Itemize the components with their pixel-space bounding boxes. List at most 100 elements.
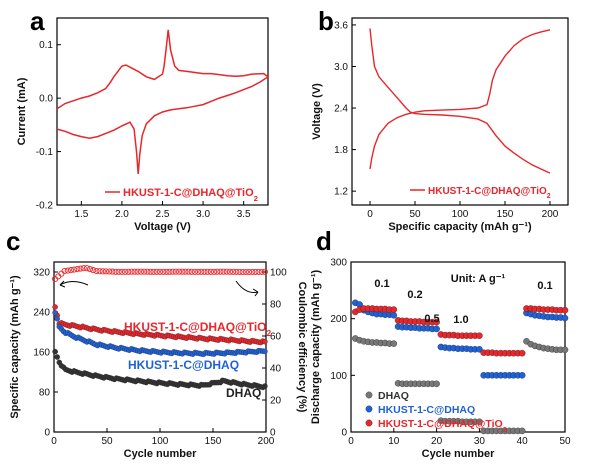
panel-b-discharge-curve: [369, 28, 551, 174]
panel-c-capacity-point: [54, 354, 60, 360]
charts-layer: 1.5 2.0 2.5 3.0 3.5 -0.2 -0.1 0.0 0.1 Voltage (V)…: [9, 17, 571, 460]
panel-d-rate-label: 0.1: [374, 278, 389, 290]
panel-c-y-tick-label: 0: [44, 428, 50, 439]
panel-d-y-axis-label: Discharge capacity (mAh g⁻¹): [310, 269, 322, 424]
panel-b-x-axis-label: Specific capacity (mAh g⁻¹): [388, 221, 532, 233]
panel-c-efficiency-point: [93, 267, 100, 275]
panel-b-x-tick-label: 100: [452, 209, 469, 220]
panel-c-efficiency-point: [233, 268, 240, 275]
panel-c-y-axis-label: Specific capacity (mAh g⁻¹): [9, 275, 21, 419]
panel-d-rate-point: [561, 346, 569, 354]
panel-c-series-label-hkust: HKUST-1-C@DHAQ: [128, 358, 239, 372]
panel-d-legend-label: HKUST-1-C@DHAQ@TiO2: [378, 418, 507, 434]
panel-c-efficiency-point: [64, 267, 71, 274]
panel-a-x-tick-label: 3.0: [196, 209, 210, 220]
panel-c-efficiency-point: [86, 266, 94, 273]
panel-d-rate-label: 0.2: [407, 289, 422, 301]
panel-label-b: b: [318, 6, 334, 36]
panel-c-capacity-point: [52, 304, 58, 310]
panel-b-charge-curve: [369, 29, 551, 170]
panel-c-efficiency-point: [214, 268, 221, 275]
panel-d-y-tick-label: 300: [330, 258, 347, 269]
panel-c-efficiency-point: [71, 266, 78, 273]
panel-c-capacity-point: [52, 348, 58, 355]
panel-c-efficiency-point: [176, 268, 183, 275]
panel-c-efficiency-point: [236, 268, 243, 275]
panel-a-y-axis-label: Current (mA): [16, 77, 28, 145]
panel-d-rate-point: [518, 427, 526, 435]
panel-a-x-tick-label: 1.5: [74, 209, 88, 220]
panel-a-x-axis-label: Voltage (V): [134, 221, 191, 233]
panel-c-efficiency-point: [99, 268, 106, 275]
panel-c-y2-axis-label: Coulombic efficiency (%): [296, 282, 308, 413]
panel-c-x-tick-label: 50: [101, 436, 113, 447]
panel-c-efficiency-point: [185, 268, 192, 275]
panel-c-efficiency-point: [245, 268, 253, 276]
panel-c-efficiency-point: [83, 265, 90, 272]
panel-c-efficiency-point: [261, 268, 268, 275]
panel-c-efficiency-point: [121, 268, 129, 275]
panel-c-x-axis-label: Cycle number: [124, 448, 197, 460]
panel-d-rate-point: [476, 418, 483, 426]
panel-c-y-tick-label: 160: [33, 348, 50, 359]
panel-label-c: c: [6, 226, 20, 256]
panel-d-y-tick-label: 200: [330, 314, 347, 325]
panel-a-y-tick-label: 0.1: [39, 40, 53, 51]
panel-c-y-tick-label: 80: [39, 388, 51, 399]
panel-c-efficiency-point: [172, 268, 179, 275]
panel-c-y2-tick-label: 20: [270, 396, 282, 407]
panel-d-rate-point: [561, 314, 569, 322]
panel-d-rate-point: [518, 349, 526, 357]
panel-c-y2-tick-label: 0: [270, 428, 276, 439]
panel-d-rate-point: [433, 380, 440, 388]
panel-d-unit-label: Unit: A g⁻¹: [451, 273, 506, 285]
panel-c-efficiency-point: [207, 268, 214, 275]
panel-c-efficiency-point: [258, 268, 265, 275]
panel-c-capacity-point: [52, 310, 58, 316]
panel-b-y-tick-label: 2.4: [334, 104, 348, 115]
panel-b-y-tick-label: 3.0: [334, 62, 348, 73]
panel-d-rate-label: 1.0: [453, 314, 468, 326]
panel-d-x-tick-label: 30: [474, 436, 486, 447]
panel-d-x-axis-label: Cycle number: [422, 448, 495, 460]
panel-c-efficiency-point: [134, 268, 141, 275]
panel-c-efficiency-point: [223, 268, 230, 275]
panel-c-y2-tick-label: 100: [270, 268, 287, 279]
panel-c-y2-tick-label: 60: [270, 332, 282, 343]
panel-a-x-tick-label: 2.5: [156, 209, 170, 220]
panel-label-a: a: [30, 6, 45, 36]
panel-c-efficiency-point: [67, 267, 75, 274]
panel-b-y-tick-label: 1.2: [334, 187, 348, 198]
panel-c-y2-tick-label: 40: [270, 364, 282, 375]
panel-c-efficiency-point: [179, 268, 186, 275]
panel-d-y-tick-label: 100: [330, 371, 347, 382]
panel-c-efficiency-point: [201, 268, 208, 275]
panel-c-efficiency-point: [150, 268, 157, 275]
panel-d-x-tick-label: 20: [431, 436, 443, 447]
panel-a-cv-curve: [56, 29, 270, 175]
panel-c-efficiency-point: [112, 268, 119, 275]
panel-d-rate-point: [476, 346, 483, 353]
panel-d-legend-marker: [365, 405, 373, 413]
panel-c-capacity-point: [262, 338, 268, 345]
panel-c-y-tick-label: 320: [33, 268, 50, 279]
panel-c-y2-tick-label: 80: [270, 300, 282, 311]
panel-d-rate-point: [433, 318, 440, 326]
panel-c-left-arrow: [59, 281, 89, 286]
panel-b-plot-frame: [351, 17, 569, 206]
panel-c-capacity-point: [262, 348, 268, 355]
panel-c-y-tick-label: 240: [33, 308, 50, 319]
panel-c-efficiency-point: [220, 268, 227, 275]
panel-c-efficiency-point: [61, 267, 68, 275]
panel-d-legend-marker: [365, 391, 373, 399]
panel-c-x-tick-label: 100: [152, 436, 169, 447]
panel-c-efficiency-point: [217, 268, 224, 275]
panel-c-efficiency-point: [106, 268, 113, 275]
panel-c-efficiency-point: [166, 268, 173, 275]
panel-c-efficiency-point: [125, 268, 132, 275]
panel-b-x-tick-label: 150: [497, 209, 514, 220]
panel-d-rate-label: 0.1: [537, 280, 552, 292]
panel-d-rate-point: [518, 372, 526, 379]
panel-b-x-tick-label: 200: [542, 209, 559, 220]
panel-c-efficiency-point: [160, 268, 167, 275]
